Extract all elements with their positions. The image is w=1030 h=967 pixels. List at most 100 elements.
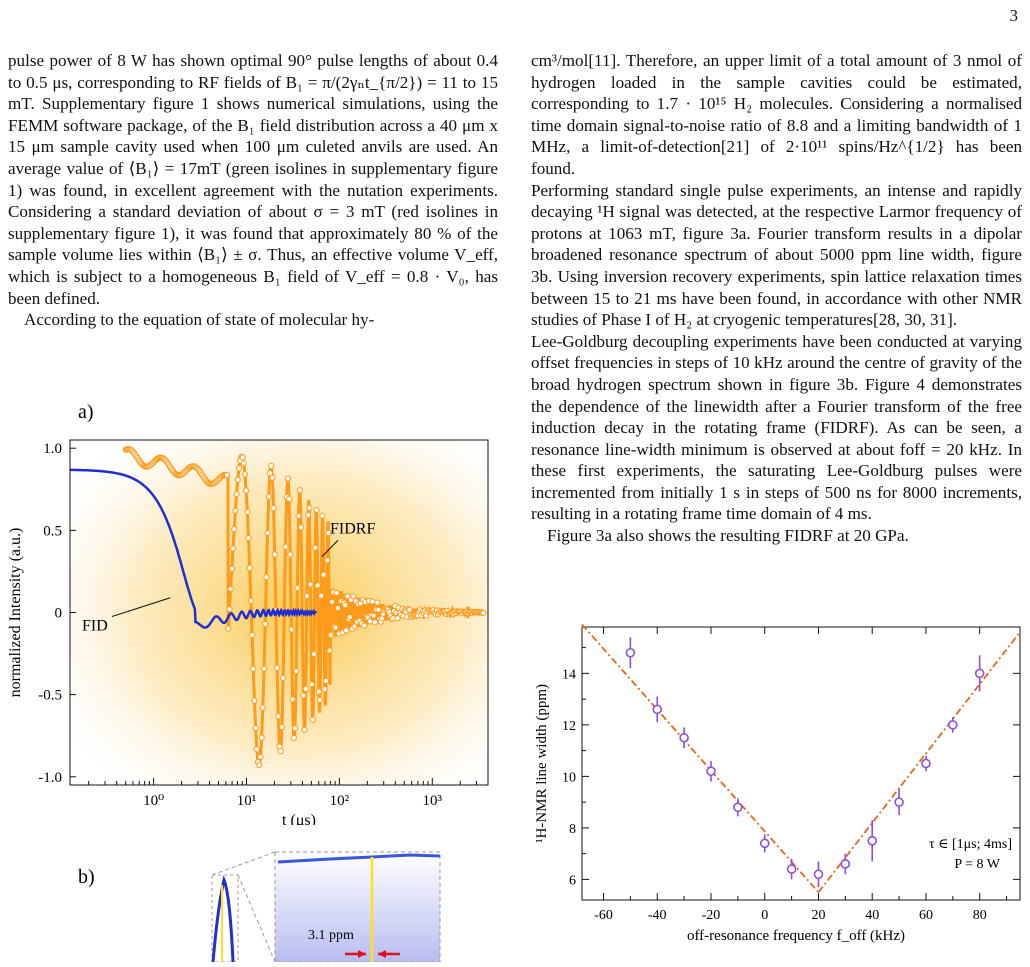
figure-3a-fidrf-point xyxy=(324,557,331,564)
figure-4-x-tick-label: -20 xyxy=(702,908,721,923)
right-paragraph-4: Figure 3a also shows the resulting FIDRF… xyxy=(547,526,909,546)
right-column: cm³/mol[11]. Therefore, an upper limit o… xyxy=(531,50,1022,547)
figure-3a-y-tick-label: -1.0 xyxy=(38,770,62,786)
figure-3a-fidrf-point xyxy=(370,612,377,619)
figure-3a-fidrf-point xyxy=(250,665,257,673)
figure-4-data-point xyxy=(974,668,985,679)
figure-3a-fidrf-point xyxy=(301,726,308,733)
figure-3a-x-axis-label: t (μs) xyxy=(282,812,316,825)
figure-4-data-point xyxy=(706,766,716,777)
figure-3a-fidrf-point xyxy=(313,506,320,514)
figure-3a: a) 1.0 0.5 0 -0.5 -1.0 10⁰ 10¹ 10² 10³ FIDRF FID… xyxy=(0,390,500,829)
figure-4-data-point xyxy=(679,732,689,743)
figure-3a-fidrf-point xyxy=(241,471,249,478)
figure-4-fit-line xyxy=(581,623,820,893)
figure-3a-fidrf-point xyxy=(262,620,269,628)
figure-3a-fidrf-point xyxy=(277,747,284,755)
figure-3a-fid-annotation: FID xyxy=(82,618,108,635)
figure-3b-zoom-line-bottom xyxy=(237,874,276,963)
figure-3a-fid-curve xyxy=(70,468,318,629)
figure-3a-fidrf-point xyxy=(375,606,382,614)
figure-4-frame xyxy=(581,626,1021,901)
figure-4: -60 -40 -20 0 20 40 60 80 6 8 10 12 14 off-resonance… xyxy=(522,612,1030,952)
figure-4-x-tick-label: -60 xyxy=(594,908,613,923)
figure-3a-fidrf-point xyxy=(344,593,351,600)
figure-4-plot: -60 -40 -20 0 20 40 60 80 6 8 10 12 14 off-resonance… xyxy=(534,623,1021,944)
figure-4-data-point xyxy=(840,859,851,869)
figure-3a-fidrf-point xyxy=(288,626,295,633)
figure-3a-fidrf-point xyxy=(279,674,287,681)
figure-3a-fidrf-point xyxy=(406,606,413,613)
figure-3a-fidrf-pointer xyxy=(321,539,339,557)
figure-3a-fidrf-point xyxy=(266,469,274,477)
figure-4-data-point xyxy=(867,835,878,846)
figure-3a-fidrf-point xyxy=(293,667,300,675)
figure-3a-fidrf-point xyxy=(334,604,342,612)
figure-3a-x-tick-label: 10¹ xyxy=(237,793,257,809)
figure-3a-fidrf-point xyxy=(270,505,277,512)
figure-3a-fidrf-point xyxy=(243,487,250,494)
figure-3a-fidrf-point xyxy=(310,651,318,658)
figure-3b-inset-box xyxy=(274,851,441,963)
figure-3a-fidrf-point xyxy=(316,696,324,703)
figure-3b-plot: b) 3.1 ppm xyxy=(78,851,441,963)
figure-3a-x-tick-label: 10⁰ xyxy=(143,793,164,809)
figure-3a-fidrf-point xyxy=(361,622,368,629)
figure-3a-fidrf-point xyxy=(321,685,328,693)
figure-3a-fidrf-point xyxy=(260,665,268,672)
figure-4-fit-line xyxy=(817,631,1021,893)
figure-4-x-axis-label: off-resonance frequency f_off (kHz) xyxy=(687,928,905,944)
figure-3a-fidrf-point xyxy=(223,472,231,479)
page-number: 3 xyxy=(1009,6,1019,25)
figure-4-y-tick-label: 12 xyxy=(562,719,576,734)
figure-3a-fidrf-point xyxy=(278,724,285,731)
figure-3a-fidrf-point xyxy=(312,544,319,551)
figure-4-legend-line-2: P = 8 W xyxy=(954,857,1000,872)
figure-3a-fidrf-point xyxy=(245,534,252,542)
figure-3a-fidrf-point xyxy=(332,624,339,631)
figure-3a-fidrf-point xyxy=(258,734,265,741)
figure-3a-fidrf-point xyxy=(251,697,258,704)
figure-3a-x-tick-label: 10³ xyxy=(423,793,443,809)
figure-4-data-point xyxy=(625,647,636,658)
figure-3a-fidrf-point xyxy=(275,713,282,720)
figure-3a-fidrf-point xyxy=(226,605,233,613)
figure-3a-fidrf-point xyxy=(351,623,358,630)
figure-3a-fidrf-point xyxy=(234,476,241,483)
figure-3a-plot: a) 1.0 0.5 0 -0.5 -1.0 10⁰ 10¹ 10² 10³ FIDRF FID… xyxy=(7,401,489,829)
figure-3a-fidrf-point xyxy=(246,564,253,572)
figure-3a-fidrf-point xyxy=(265,493,272,500)
figure-3a-fidrf-point xyxy=(346,613,353,621)
figure-3b-arrowhead-right xyxy=(378,950,386,958)
figure-3a-fidrf-point xyxy=(227,585,234,593)
figure-3a-fidrf-point xyxy=(268,462,275,470)
figure-3a-fidrf-point xyxy=(295,512,302,519)
figure-3b-arrowhead-left xyxy=(358,950,366,958)
figure-3a-y-tick-label: 0 xyxy=(55,606,63,622)
figure-3a-fidrf-point xyxy=(247,597,255,604)
figure-3a-fidrf-point xyxy=(480,609,487,617)
figure-3a-fidrf-point xyxy=(264,529,271,537)
figure-3b-annotation: 3.1 ppm xyxy=(308,928,354,943)
figure-3b-spectrum xyxy=(211,875,235,963)
figure-4-y-tick-label: 6 xyxy=(569,873,576,888)
figure-3a-y-tick-label: -0.5 xyxy=(38,688,62,704)
figure-3a-fidrf-point xyxy=(252,725,259,732)
left-paragraph-1: pulse power of 8 W has shown optimal 90°… xyxy=(8,51,498,308)
figure-3a-fidrf-point xyxy=(343,627,350,634)
figure-3a-fidrf-point xyxy=(290,734,297,742)
figure-3a-fidrf-point xyxy=(315,688,322,695)
figure-4-data-point xyxy=(894,797,904,807)
figure-4-legend-line-1: τ ∈ [1μs; 4ms] xyxy=(929,837,1012,852)
figure-3a-fidrf-point xyxy=(232,507,239,514)
figure-3a-fidrf-point xyxy=(225,625,232,632)
right-paragraph-1: cm³/mol[11]. Therefore, an upper limit o… xyxy=(531,51,1022,178)
figure-3a-fidrf-point xyxy=(274,664,281,671)
figure-3a-fidrf-point xyxy=(263,574,270,581)
figure-3a-fidrf-point xyxy=(294,584,301,592)
figure-4-x-tick-label: 40 xyxy=(865,908,879,923)
figure-3a-fidrf-point xyxy=(284,475,291,482)
figure-3a-fidrf-point xyxy=(303,592,311,600)
figure-3a-fidrf-point xyxy=(289,696,296,703)
figure-4-data-point xyxy=(921,758,931,769)
